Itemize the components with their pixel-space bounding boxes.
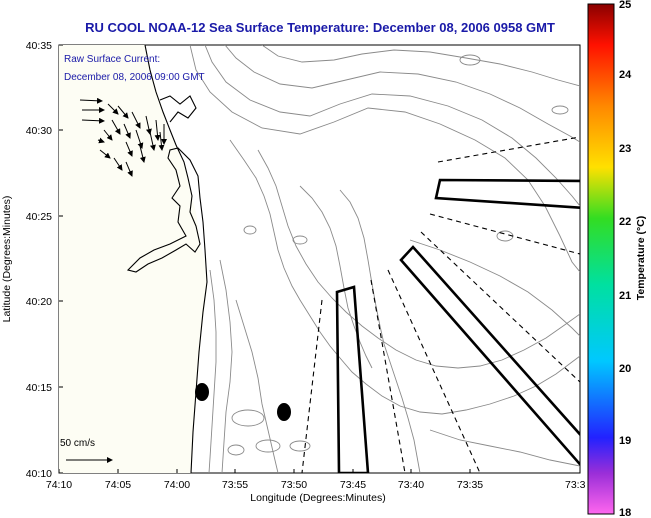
x-tick-label: 73:35 (457, 479, 483, 491)
colorbar-tick: 21 (619, 290, 631, 302)
colorbar-tick: 24 (619, 69, 632, 81)
y-tick-label: 40:15 (26, 382, 52, 394)
temperature-colorbar: 25 24 23 22 21 20 19 18 Temperature (°C) (587, 0, 647, 518)
y-axis-label: Latitude (Degrees:Minutes) (1, 196, 13, 323)
x-tick-label: 74:10 (46, 479, 72, 491)
x-axis-label: Longitude (Degrees:Minutes) (250, 492, 385, 504)
x-tick-label: 73:50 (281, 479, 307, 491)
colorbar-tick: 23 (619, 143, 631, 155)
colorbar-tick: 25 (619, 0, 631, 11)
surface-current-vectors (79, 97, 167, 177)
dashed-boundary-lines (301, 136, 580, 473)
coastline (126, 45, 208, 473)
radar-site-marker (277, 403, 291, 421)
x-tick-label: 74:00 (164, 479, 190, 491)
x-axis: 74:10 74:05 74:00 73:55 73:50 73:45 73:4… (46, 469, 586, 504)
zone-outline-east (434, 178, 580, 209)
zone-outline-south (335, 285, 370, 473)
scale-arrow-label: 50 cm/s (60, 438, 95, 449)
zone-outline-southeast (399, 245, 580, 467)
colorbar-tick: 18 (619, 507, 631, 518)
y-tick-label: 40:30 (26, 125, 52, 137)
y-tick-label: 40:20 (26, 296, 52, 308)
inlet-shoreline (159, 95, 197, 123)
colorbar-tick: 20 (619, 363, 631, 375)
colorbar-gradient (587, 3, 615, 515)
x-tick-label: 73:55 (222, 479, 248, 491)
colorbar-label: Temperature (°C) (635, 216, 647, 301)
temperature-contours (189, 45, 580, 473)
y-axis: 40:35 40:30 40:25 40:20 40:15 40:10 Lati… (1, 40, 63, 480)
current-timestamp: December 08, 2006 09:00 GMT (64, 72, 205, 83)
x-tick-label: 74:05 (105, 479, 131, 491)
y-tick-label: 40:25 (26, 211, 52, 223)
colorbar-tick: 22 (619, 216, 631, 228)
map-title: RU COOL NOAA-12 Sea Surface Temperature:… (85, 20, 555, 35)
colorbar-tick: 19 (619, 435, 631, 447)
current-label: Raw Surface Current: (64, 54, 160, 65)
x-tick-label: 73:45 (340, 479, 366, 491)
scale-arrow: 50 cm/s (60, 438, 113, 463)
map-plot-area: Raw Surface Current: December 08, 2006 0… (58, 44, 581, 474)
x-tick-label: 73:3 (565, 479, 586, 491)
y-tick-label: 40:35 (26, 40, 52, 52)
radar-site-marker (195, 383, 209, 401)
y-tick-label: 40:10 (26, 468, 52, 480)
x-tick-label: 73:40 (398, 479, 424, 491)
